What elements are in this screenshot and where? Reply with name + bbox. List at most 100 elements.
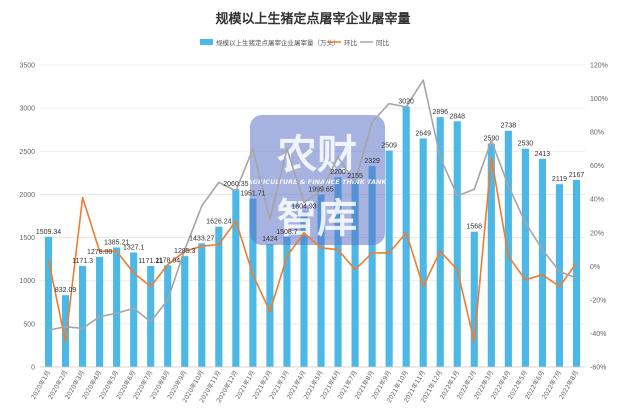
bar: [44, 236, 53, 367]
bar-value-label: 2649: [415, 130, 431, 137]
legend-bar-swatch: [200, 39, 213, 45]
y-tick-label-left: 1000: [19, 278, 35, 285]
bar-value-label: 1285.3: [174, 248, 196, 255]
bar-value-label: 1424: [262, 236, 278, 243]
legend-bar-label: 规模以上生猪定点屠宰企业屠宰量（万头）: [216, 38, 340, 47]
bar-value-label: 1327.1: [123, 244, 145, 251]
bar-value-label: 1171.3: [72, 258, 93, 265]
bar: [79, 265, 87, 367]
bar-value-label: 2530: [518, 141, 534, 148]
y-tick-label-left: 0: [31, 365, 35, 372]
bar-value-label: 1171.21: [138, 258, 163, 265]
bar: [470, 231, 478, 367]
bar: [198, 243, 206, 367]
bar-value-label: 2896: [432, 109, 448, 116]
bar-value-label: 1626.24: [206, 219, 231, 226]
bar: [385, 150, 393, 367]
watermark-big2-text: 智库: [277, 196, 357, 242]
bar: [538, 158, 546, 367]
bar: [147, 265, 155, 367]
bar: [504, 130, 512, 367]
x-axis: 2020年1月2020年2月2020年3月2020年4月2020年5月2020年…: [29, 366, 585, 404]
y-tick-label-right: 80%: [590, 130, 604, 137]
watermark-panel: [250, 115, 385, 245]
y-tick-label-right: 20%: [590, 230, 604, 237]
y-tick-label-right: 40%: [590, 197, 604, 204]
bar: [572, 180, 581, 367]
bar: [368, 166, 376, 367]
right-axis: -60% -40% -20% 0% 20% 40% 60% 80% 100% 120%: [590, 63, 608, 372]
y-tick-label-left: 1500: [19, 235, 35, 242]
bar: [232, 189, 240, 367]
line-yoy: [48, 79, 577, 331]
bar-value-label: 2413: [535, 151, 551, 158]
bar-value-label: 2848: [449, 113, 465, 120]
y-tick-label-right: 120%: [590, 63, 608, 70]
bar-value-label: 2590: [484, 136, 500, 143]
y-tick-label-left: 2000: [19, 192, 35, 199]
bar-value-label: 1509.34: [36, 229, 61, 236]
y-tick-label-right: -60%: [590, 365, 606, 372]
bar: [96, 256, 104, 367]
bar-value-label: 2329: [364, 158, 380, 165]
y-tick-label-right: 100%: [590, 96, 608, 103]
watermark-big-text: 农财: [277, 132, 357, 178]
legend: 规模以上生猪定点屠宰企业屠宰量（万头） 环比 同比: [200, 38, 390, 47]
bar-value-label: 2060.35: [223, 181, 248, 188]
chart-title: 规模以上生猪定点屠宰企业屠宰量: [215, 11, 410, 27]
bar-series: [44, 106, 581, 367]
bar-value-label: 2200: [330, 169, 346, 176]
bar-value-label: 2167: [569, 172, 585, 179]
bar: [266, 244, 274, 367]
legend-line2-label: 同比: [376, 38, 390, 47]
bar-value-label: 1568: [467, 224, 483, 231]
bar: [249, 198, 257, 367]
bar: [130, 252, 138, 367]
bar-value-label: 1951.71: [240, 191, 265, 198]
bar-value-label: 1178.94: [155, 257, 180, 264]
y-tick-label-right: -20%: [590, 297, 606, 304]
bar: [555, 184, 564, 367]
left-axis: 0 500 1000 1500 2000 2500 3000 3500: [19, 63, 35, 372]
bar-value-label: 1999.65: [308, 186, 333, 193]
bar-value-label: 3020: [398, 98, 414, 105]
bar: [164, 265, 172, 367]
y-tick-label-left: 3500: [19, 63, 35, 70]
bar-value-label: 1385.21: [104, 239, 129, 246]
bar: [113, 247, 121, 367]
bar-value-label: 2155: [347, 173, 363, 180]
bar-value-label: 2119: [552, 176, 567, 183]
bar: [317, 194, 325, 367]
bar-value-label: 1804.93: [291, 203, 316, 210]
line-mom: [47, 156, 578, 343]
bar: [300, 211, 308, 367]
y-tick-label-left: 2500: [19, 149, 35, 156]
y-tick-label-right: -40%: [590, 331, 606, 338]
y-tick-label-right: 0%: [590, 264, 600, 271]
bar-value-label: 2509: [381, 143, 397, 150]
bar-value-label: 2738: [501, 123, 517, 130]
bar-value-label: 1276.00: [87, 249, 112, 256]
bar: [436, 117, 444, 367]
bar-value-label: 1508.7: [276, 229, 298, 236]
bar: [351, 181, 359, 367]
bar: [334, 177, 342, 367]
bar: [521, 148, 529, 367]
y-tick-label-right: 60%: [590, 163, 604, 170]
y-tick-label-left: 3000: [19, 106, 35, 113]
bar: [453, 121, 461, 367]
bar: [283, 236, 291, 367]
watermark: 农财 AGRICULTURE & FINANCE THINK TANK 智库: [247, 115, 388, 245]
line-series: [47, 79, 578, 343]
bar: [181, 256, 189, 367]
bar: [419, 138, 427, 367]
bar: [61, 295, 70, 367]
bar-value-label: 1433.27: [189, 235, 214, 242]
bar: [402, 106, 410, 367]
bar: [487, 143, 495, 367]
watermark-small-text: AGRICULTURE & FINANCE THINK TANK: [247, 178, 388, 186]
y-tick-label-left: 500: [23, 321, 35, 328]
bar: [215, 226, 223, 367]
